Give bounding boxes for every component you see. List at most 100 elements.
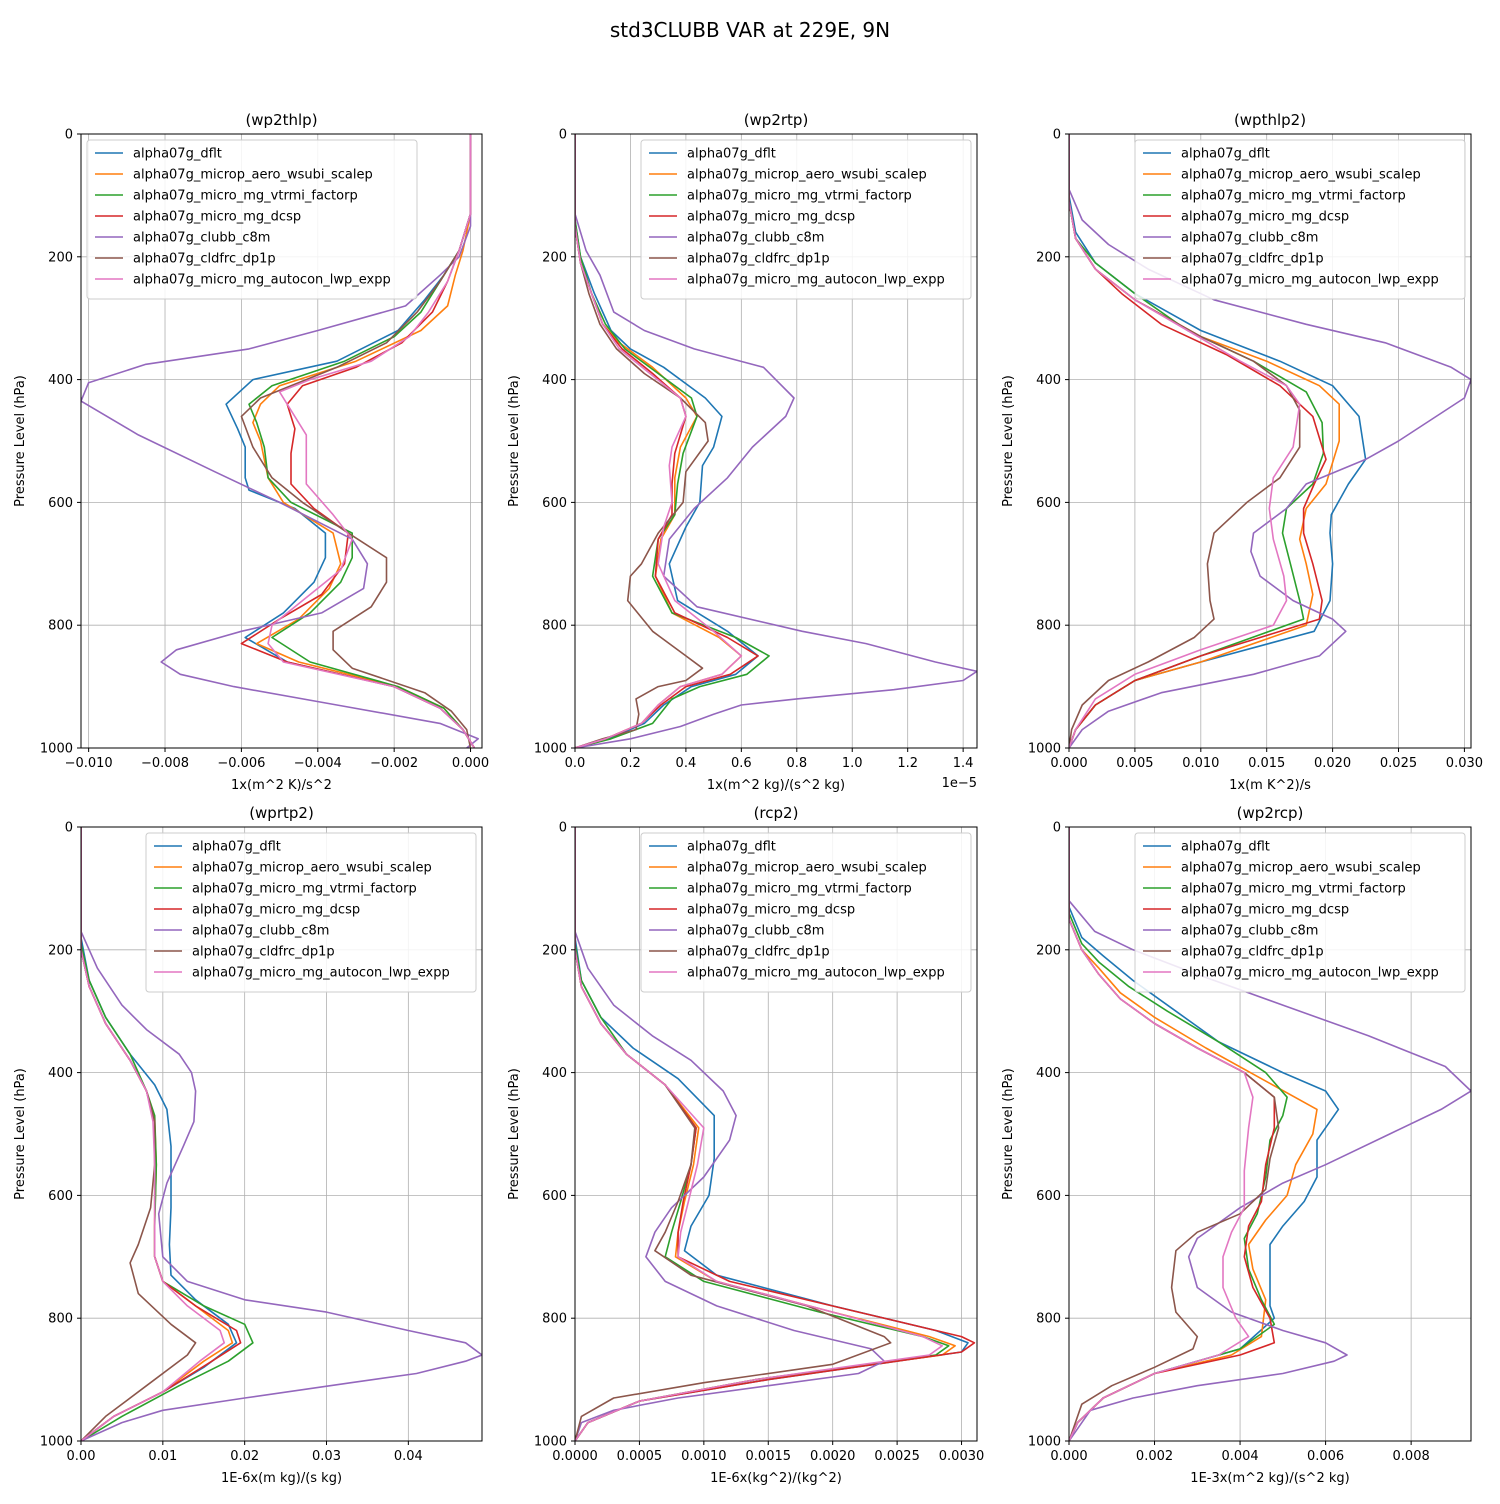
y-tick-label: 1000 <box>40 742 73 757</box>
x-tick-label: −0.004 <box>294 756 342 771</box>
legend-entry: alpha07g_micro_mg_vtrmi_factorp <box>1181 189 1406 204</box>
plot-frame <box>80 133 483 749</box>
x-tick-label: 1.0 <box>842 756 863 771</box>
x-tick-label: 0.030 <box>1446 756 1483 771</box>
figure-title: std3CLUBB VAR at 229E, 9N <box>610 18 890 42</box>
x-tick-label: 0.025 <box>1380 756 1417 771</box>
y-axis-label: Pressure Level (hPa) <box>1001 375 1016 507</box>
x-tick-label: 0.015 <box>1248 756 1285 771</box>
y-tick-label: 400 <box>1036 1066 1061 1081</box>
chart-panel-3: 0.000 0.005 0.010 0.015 0.020 0.025 0.030 0 200 4… <box>1001 111 1483 793</box>
legend-entry: alpha07g_dflt <box>687 147 776 162</box>
legend-entry: alpha07g_micro_mg_autocon_lwp_expp <box>687 966 945 981</box>
x-offset-label: 1e−5 <box>942 776 977 791</box>
x-axis-label: 1E-6x(m kg)/(s kg) <box>221 1471 342 1486</box>
chart-title: (wp2rcp) <box>1237 804 1304 822</box>
x-tick-label: −0.008 <box>141 756 189 771</box>
legend-entry: alpha07g_clubb_c8m <box>687 231 824 246</box>
y-tick-label: 600 <box>1036 1189 1061 1204</box>
legend-entry: alpha07g_micro_mg_dcsp <box>687 210 855 225</box>
legend-entry: alpha07g_micro_mg_dcsp <box>1181 903 1349 918</box>
legend-entry: alpha07g_microp_aero_wsubi_scalep <box>687 861 927 876</box>
plot-frame <box>1068 133 1472 749</box>
legend-entry: alpha07g_micro_mg_vtrmi_factorp <box>133 189 358 204</box>
chart-panel-1: −0.010 −0.008 −0.006 −0.004 −0.002 0.000 0 200 4… <box>13 111 489 793</box>
y-tick-label: 800 <box>1036 619 1061 634</box>
legend-entry: alpha07g_micro_mg_dcsp <box>687 903 855 918</box>
series-line-alpha07g_micro_mg_vtrmi_factorp <box>575 134 770 748</box>
legend-entry: alpha07g_cldfrc_dp1p <box>192 945 335 960</box>
legend-entry: alpha07g_micro_mg_autocon_lwp_expp <box>1181 273 1439 288</box>
y-tick-label: 400 <box>48 373 73 388</box>
y-tick-label: 800 <box>542 1312 567 1327</box>
legend-entry: alpha07g_micro_mg_dcsp <box>133 210 301 225</box>
legend-entry: alpha07g_dflt <box>1181 840 1270 855</box>
series-group <box>575 827 976 1441</box>
chart-title: (rcp2) <box>754 804 799 822</box>
x-axis-label: 1E-3x(m^2 kg)/(s^2 kg) <box>1190 1471 1349 1486</box>
series-line-alpha07g_micro_mg_autocon_lwp_expp <box>267 134 476 748</box>
x-tick-label: 0.005 <box>1116 756 1153 771</box>
x-tick-label: 0.0015 <box>746 1449 792 1464</box>
x-tick-label: 0.0030 <box>939 1449 985 1464</box>
chart-panel-6: 0.000 0.002 0.004 0.006 0.008 0 200 400 600 800 10… <box>1001 804 1472 1486</box>
legend-box <box>86 139 418 300</box>
legend-entry: alpha07g_cldfrc_dp1p <box>687 945 830 960</box>
legend-entry: alpha07g_cldfrc_dp1p <box>1181 945 1324 960</box>
y-tick-label: 800 <box>1036 1312 1061 1327</box>
series-line-alpha07g_micro_mg_autocon_lwp_expp <box>81 827 225 1441</box>
series-line-alpha07g_clubb_c8m <box>575 827 885 1441</box>
x-tick-label: 0.002 <box>1136 1449 1173 1464</box>
series-line-alpha07g_micro_mg_vtrmi_factorp <box>248 134 476 748</box>
x-tick-label: 0.2 <box>620 756 641 771</box>
x-tick-label: 0.0005 <box>617 1449 663 1464</box>
y-tick-label: 1000 <box>534 1435 567 1450</box>
y-tick-label: 0 <box>65 128 73 143</box>
x-tick-label: 0.0020 <box>810 1449 856 1464</box>
series-group <box>81 134 479 748</box>
legend-entry: alpha07g_micro_mg_autocon_lwp_expp <box>192 966 450 981</box>
x-tick-label: 0.000 <box>1050 1449 1087 1464</box>
x-tick-label: 0.03 <box>312 1449 341 1464</box>
y-tick-label: 400 <box>542 1066 567 1081</box>
x-tick-label: 0.020 <box>1314 756 1351 771</box>
y-tick-label: 400 <box>1036 373 1061 388</box>
y-tick-label: 0 <box>559 128 567 143</box>
legend-entry: alpha07g_microp_aero_wsubi_scalep <box>1181 168 1421 183</box>
x-tick-label: −0.010 <box>65 756 113 771</box>
chart-panel-2: 0.0 0.2 0.4 0.6 0.8 1.0 1.2 1.4 0 200 400 600 800 100… <box>507 111 978 793</box>
x-tick-label: 0.01 <box>148 1449 177 1464</box>
legend-entry: alpha07g_microp_aero_wsubi_scalep <box>1181 861 1421 876</box>
y-tick-label: 200 <box>1036 943 1061 958</box>
legend-entry: alpha07g_micro_mg_autocon_lwp_expp <box>1181 966 1439 981</box>
legend-entry: alpha07g_clubb_c8m <box>192 924 329 939</box>
legend-entry: alpha07g_micro_mg_dcsp <box>1181 210 1349 225</box>
legend-entry: alpha07g_micro_mg_autocon_lwp_expp <box>687 273 945 288</box>
legend: alpha07g_dflt alpha07g_microp_aero_wsubi_… <box>145 832 477 993</box>
legend-entry: alpha07g_clubb_c8m <box>1181 924 1318 939</box>
y-tick-label: 1000 <box>1028 1435 1061 1450</box>
legend-entry: alpha07g_micro_mg_vtrmi_factorp <box>1181 882 1406 897</box>
y-tick-label: 1000 <box>40 1435 73 1450</box>
legend-entry: alpha07g_clubb_c8m <box>1181 231 1318 246</box>
x-tick-label: 0.00 <box>67 1449 96 1464</box>
x-tick-label: 0.0000 <box>552 1449 598 1464</box>
legend-box <box>1134 139 1466 300</box>
chart-panel-4: 0.00 0.01 0.02 0.03 0.04 0 200 400 600 800 1000 (wp… <box>13 804 483 1486</box>
series-line-alpha07g_clubb_c8m <box>81 827 482 1441</box>
plot-frame <box>574 133 978 749</box>
chart-title: (wp2thlp) <box>245 111 317 129</box>
x-axis-label: 1E-6x(kg^2)/(kg^2) <box>710 1471 842 1486</box>
chart-title: (wprtp2) <box>249 804 314 822</box>
series-line-alpha07g_clubb_c8m <box>575 134 977 748</box>
legend-box <box>640 832 972 993</box>
y-tick-label: 400 <box>542 373 567 388</box>
x-tick-label: 0.0 <box>565 756 586 771</box>
y-tick-label: 0 <box>559 821 567 836</box>
y-tick-label: 0 <box>1053 128 1061 143</box>
legend: alpha07g_dflt alpha07g_microp_aero_wsubi_… <box>640 832 972 993</box>
legend-entry: alpha07g_microp_aero_wsubi_scalep <box>133 168 373 183</box>
plot-frame <box>1068 826 1472 1442</box>
legend-entry: alpha07g_micro_mg_vtrmi_factorp <box>687 882 912 897</box>
